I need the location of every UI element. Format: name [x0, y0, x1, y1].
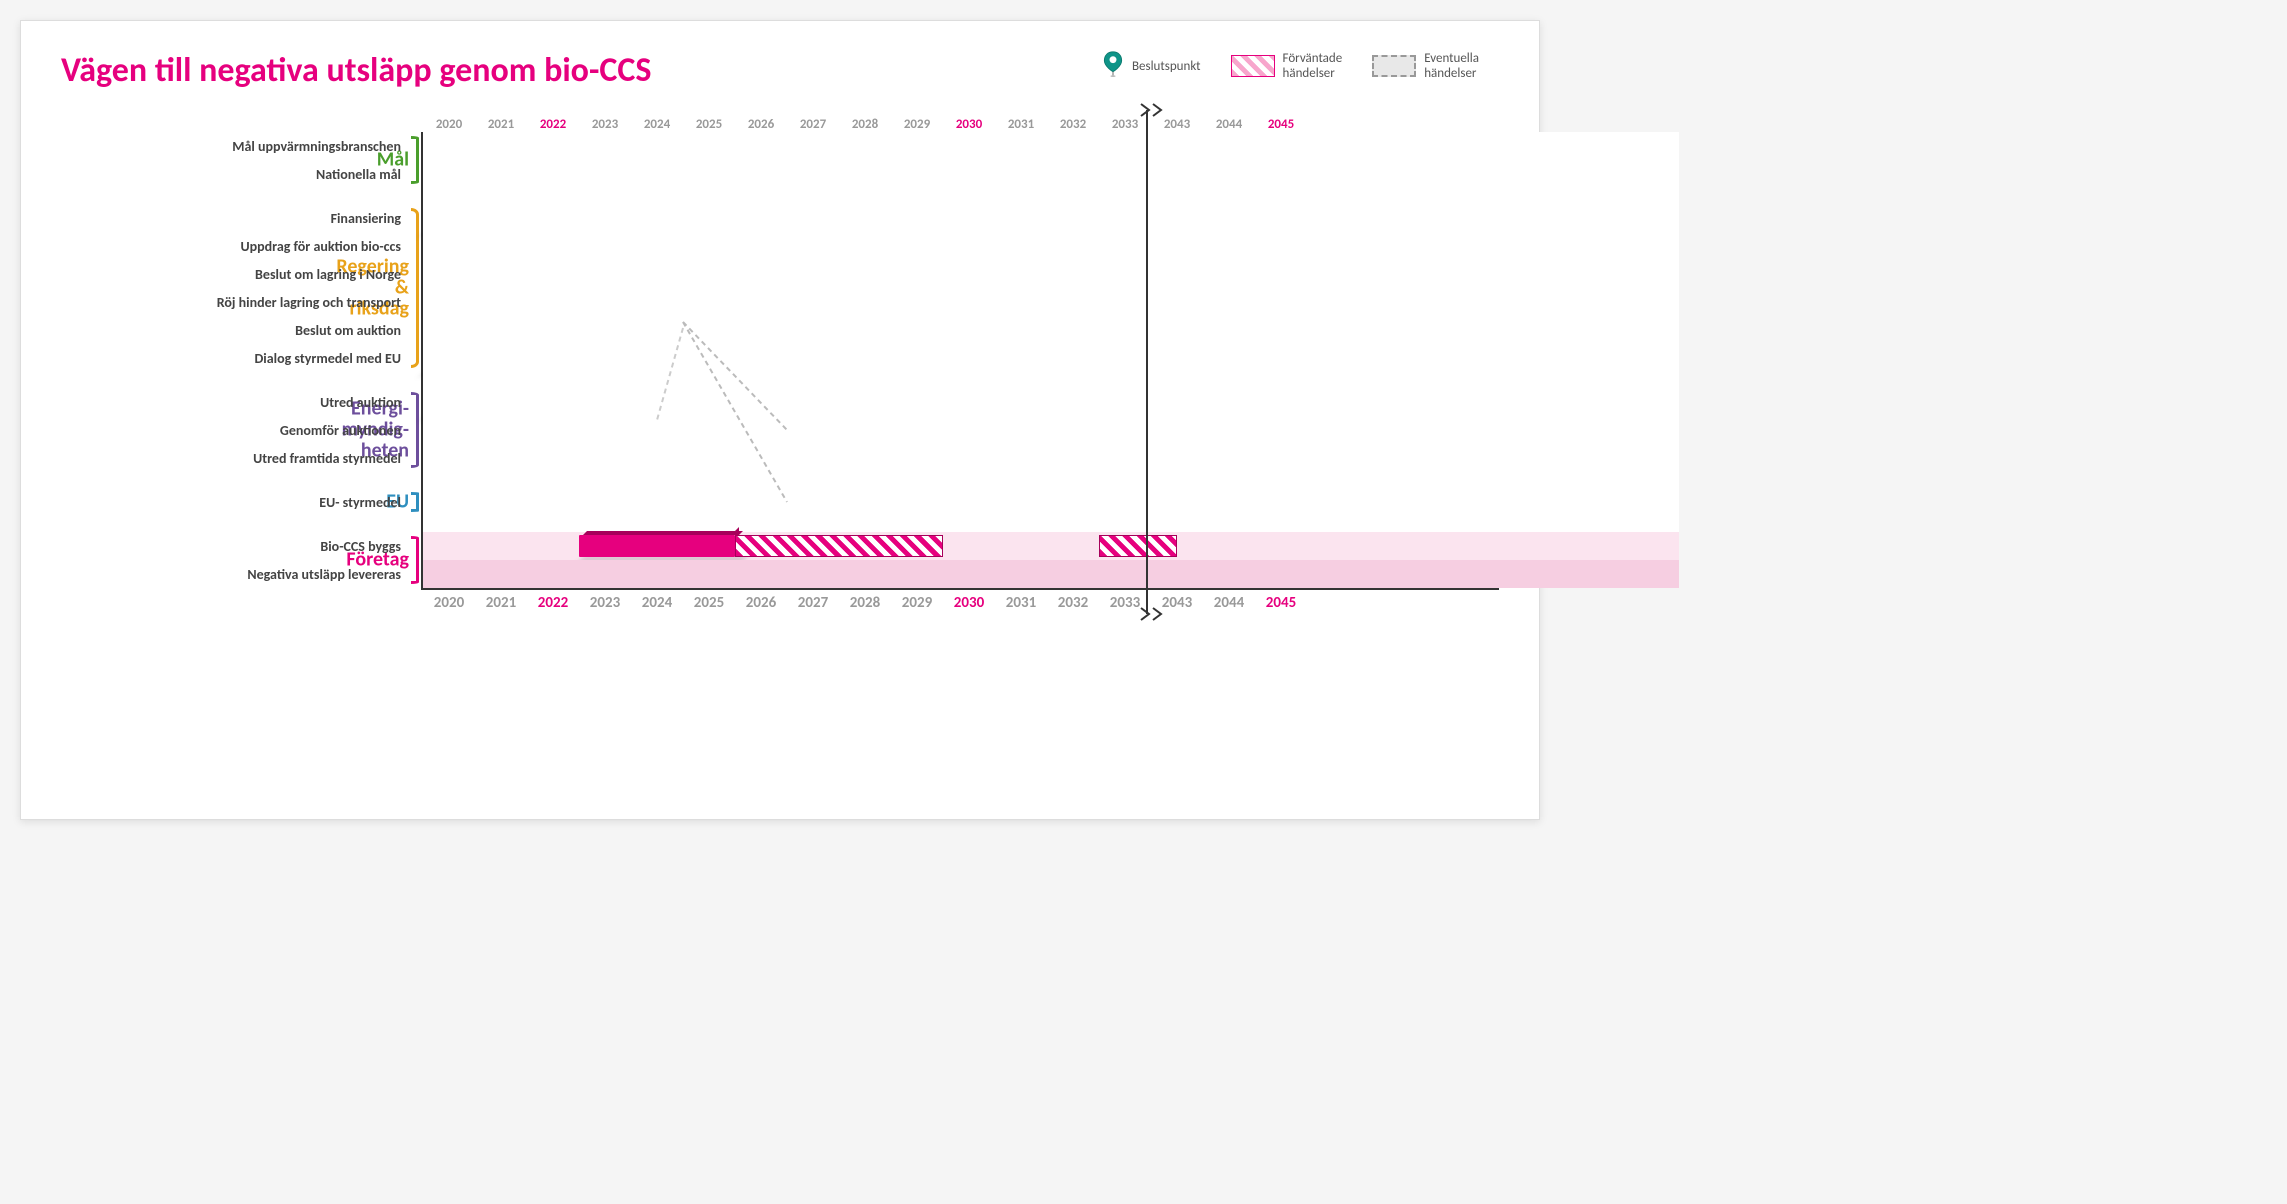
year-label: 2020 [423, 117, 475, 132]
year-label: 2027 [787, 594, 839, 612]
legend-expected-label: Förväntade händelser [1283, 51, 1343, 81]
row: Bio-CCS byggs [423, 532, 1499, 560]
year-label: 2045 [1255, 117, 1307, 132]
hatch-icon [1231, 55, 1275, 77]
year-label: 2029 [891, 117, 943, 132]
year-label: 2024 [631, 117, 683, 132]
year-label: 2045 [1255, 594, 1307, 612]
legend-decision: Beslutspunkt [1102, 51, 1201, 81]
year-label: 2028 [839, 117, 891, 132]
year-label: 2022 [527, 594, 579, 612]
year-label: 2021 [475, 594, 527, 612]
legend-expected: Förväntade händelser [1231, 51, 1343, 81]
year-label: 2024 [631, 594, 683, 612]
year-label: 2022 [527, 117, 579, 132]
year-label: 2031 [995, 594, 1047, 612]
legend-possible: Eventuella händelser [1372, 51, 1479, 81]
year-label: 2044 [1203, 594, 1255, 612]
row-label: Dialog styrmedel med EU [254, 350, 401, 367]
year-label: 2030 [943, 594, 995, 612]
pin-icon [1102, 51, 1124, 81]
year-label: 2020 [423, 594, 475, 612]
year-label: 2043 [1151, 117, 1203, 132]
row-label: Genomför auktionen [280, 422, 401, 439]
year-label: 2044 [1203, 117, 1255, 132]
x-axis-top: 2020202120222023202420252026202720282029… [421, 110, 1499, 132]
expected-bar [735, 535, 943, 557]
year-label: 2028 [839, 594, 891, 612]
year-label: 2023 [579, 594, 631, 612]
section-company: Företag Bio-CCS byggs Negativa utsläpp l… [423, 532, 1499, 588]
year-label: 2033 [1099, 117, 1151, 132]
dash-icon [1372, 55, 1416, 77]
row-label: Uppdrag för auktion bio-ccs [241, 238, 402, 255]
year-label: 2031 [995, 117, 1047, 132]
expected-bar [1099, 535, 1177, 557]
timeline-chart: 2020202120222023202420252026202720282029… [61, 110, 1499, 618]
year-label: 2023 [579, 117, 631, 132]
row-label: Finansiering [331, 210, 401, 227]
x-axis-bottom: 2020202120222023202420252026202720282029… [421, 594, 1499, 618]
legend-possible-label: Eventuella händelser [1424, 51, 1479, 81]
row-label: Utred framtida styrmedel [253, 450, 401, 467]
row-label: Nationella mål [316, 166, 401, 183]
year-label: 2025 [683, 117, 735, 132]
row-label: Negativa utsläpp levereras [247, 566, 401, 583]
row-label: Bio-CCS byggs [320, 538, 401, 555]
year-label: 2033 [1099, 594, 1151, 612]
year-label: 2026 [735, 117, 787, 132]
year-label: 2030 [943, 117, 995, 132]
year-label: 2027 [787, 117, 839, 132]
legend: Beslutspunkt Förväntade händelser Eventu… [1102, 51, 1479, 81]
slide: Vägen till negativa utsläpp genom bio-CC… [20, 20, 1540, 820]
row-label: Mål uppvärmningsbranschen [232, 138, 401, 155]
year-label: 2029 [891, 594, 943, 612]
year-label: 2032 [1047, 594, 1099, 612]
year-label: 2043 [1151, 594, 1203, 612]
row-label: Röj hinder lagring och transport [217, 294, 401, 311]
year-label: 2025 [683, 594, 735, 612]
legend-decision-label: Beslutspunkt [1132, 59, 1201, 74]
row-label: Utred auktion [320, 394, 401, 411]
row-label: Beslut om auktion [295, 322, 401, 339]
year-label: 2032 [1047, 117, 1099, 132]
year-label: 2026 [735, 594, 787, 612]
year-label: 2021 [475, 117, 527, 132]
row: Negativa utsläpp levereras [423, 560, 1499, 588]
row-label: EU- styrmedel [319, 494, 401, 511]
grid-body: Mål Mål uppvärmningsbranschen Nationella… [421, 132, 1499, 590]
row-label: Beslut om lagring i Norge [255, 266, 401, 283]
